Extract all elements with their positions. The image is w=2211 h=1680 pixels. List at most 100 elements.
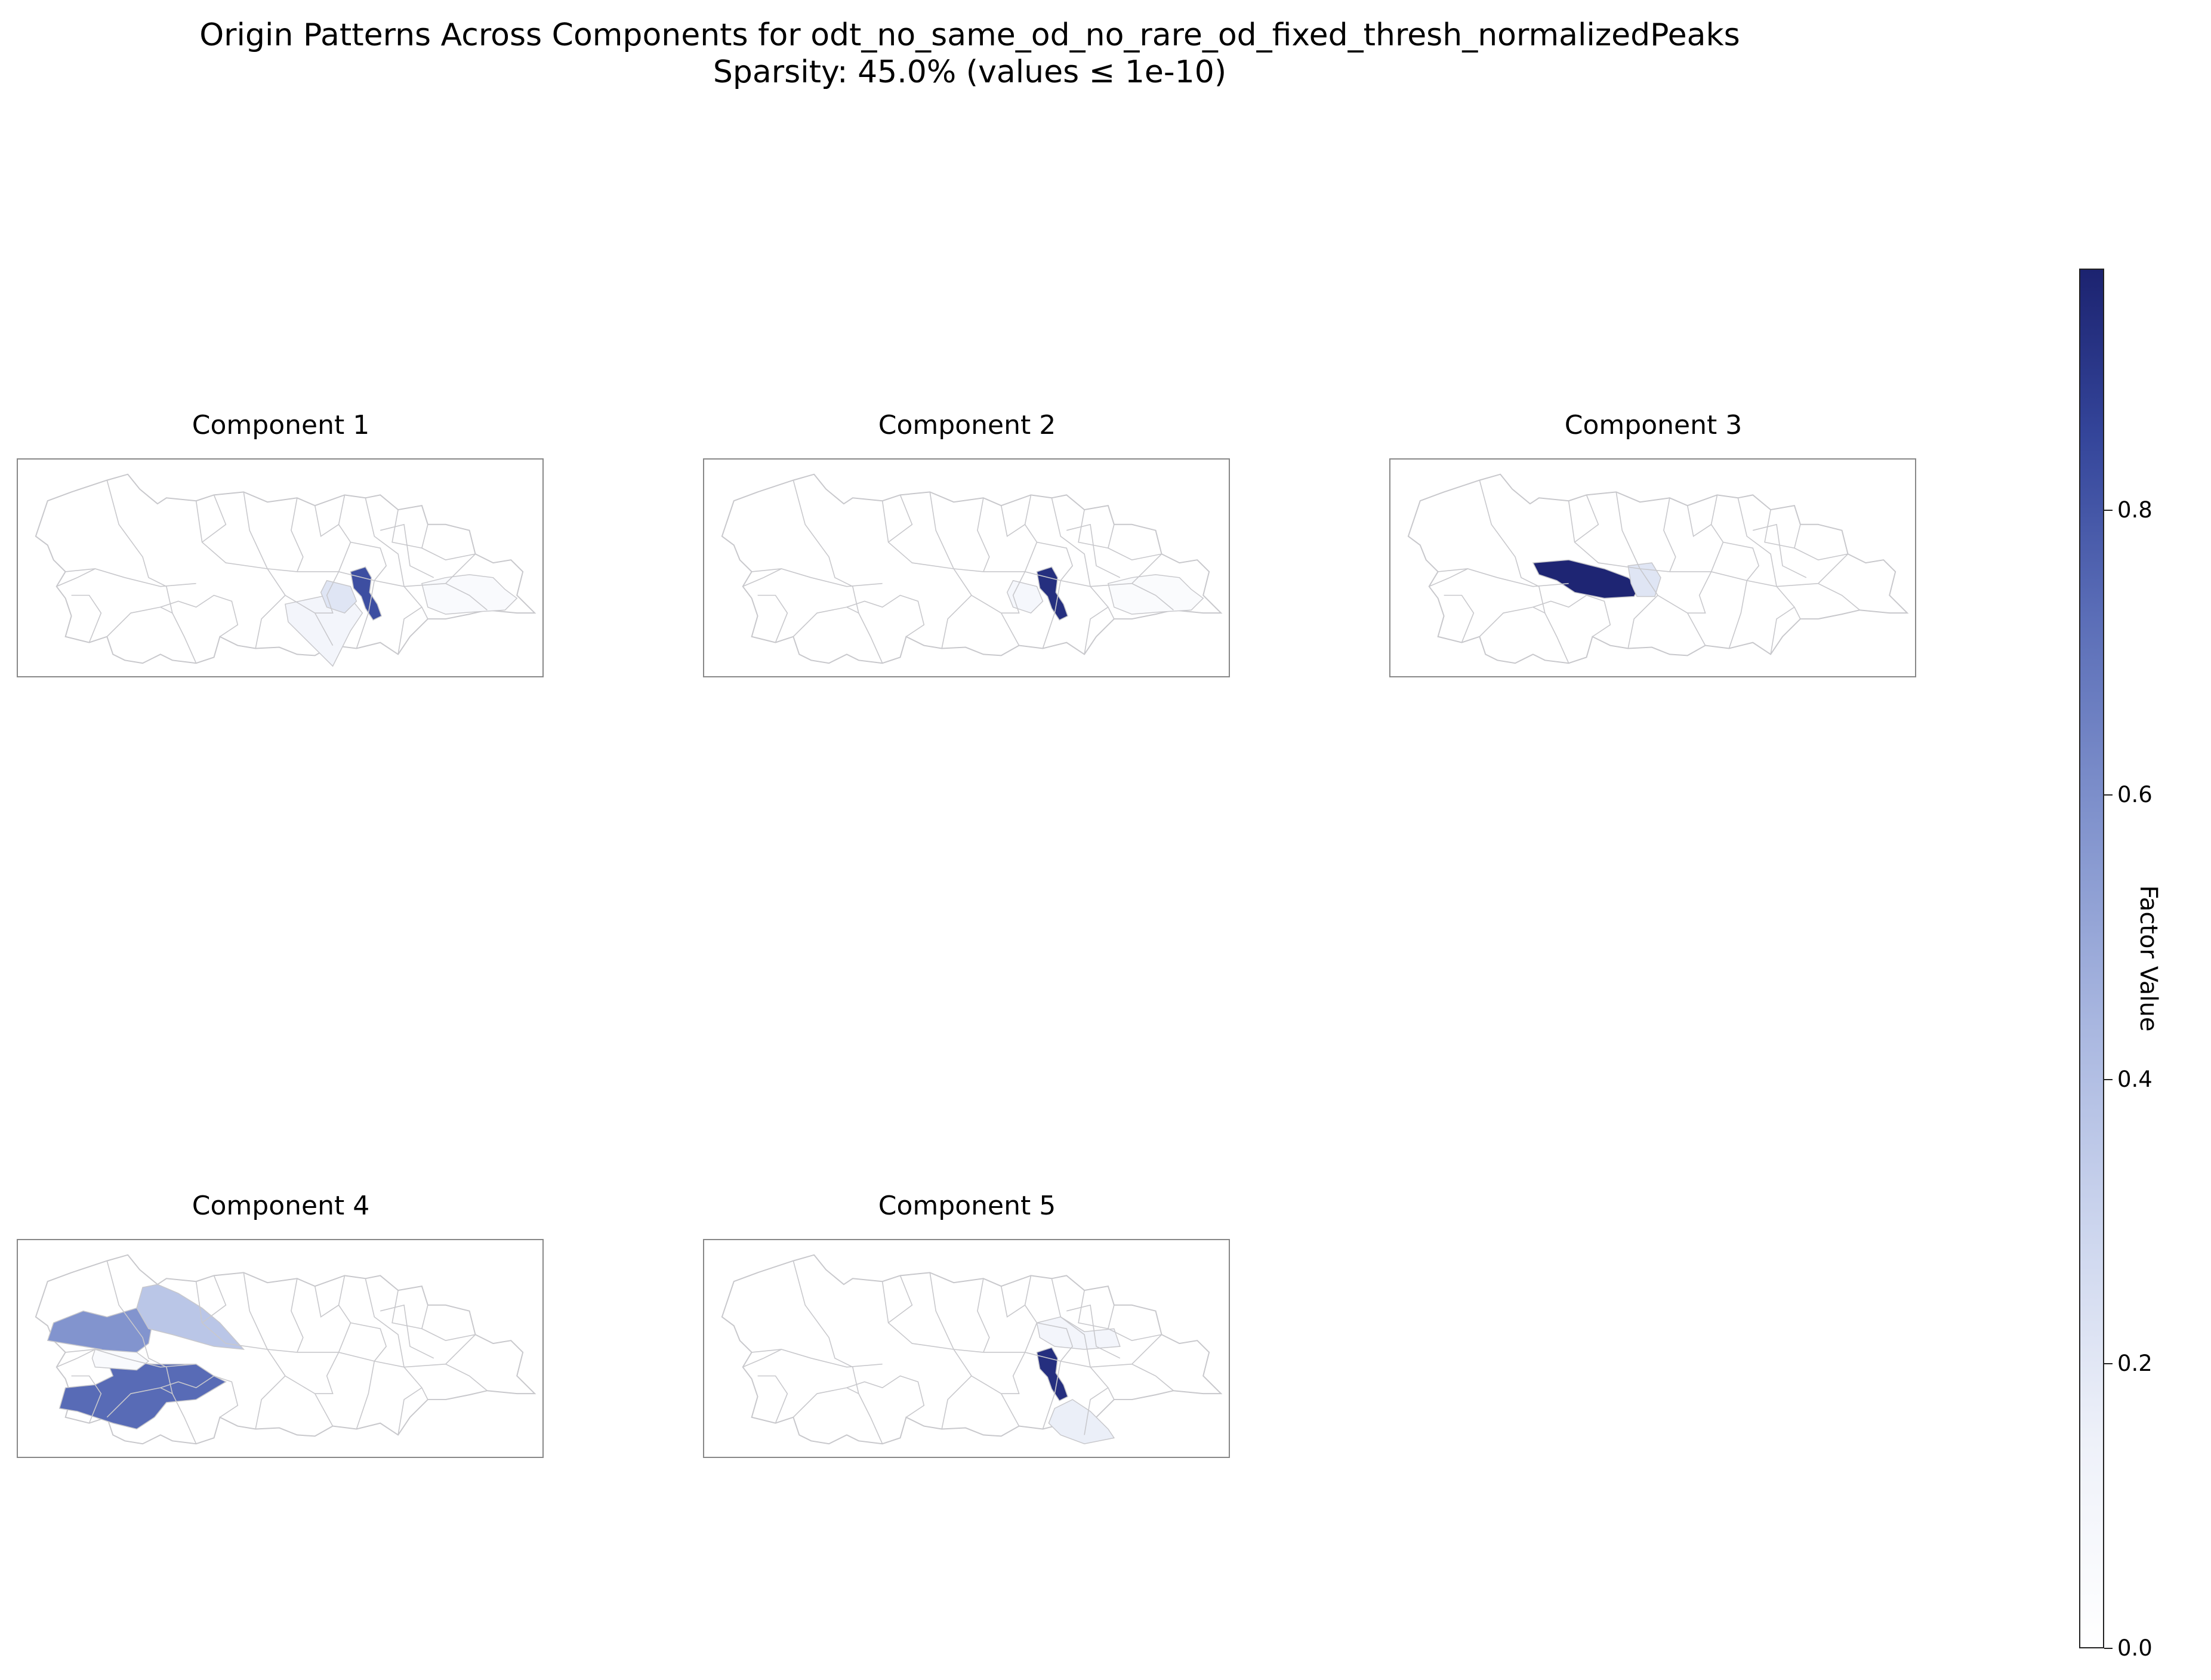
district-border [953,568,1020,646]
district-border [1770,606,1795,655]
district-border [106,1387,173,1418]
figure-title: Origin Patterns Across Components for od… [199,17,1740,53]
panel-title-1: Component 1 [192,410,370,440]
district-border [742,1349,782,1368]
district-border [1723,541,1760,581]
district-border [397,606,423,655]
district-border [338,495,351,572]
district-border [1108,1328,1162,1341]
colorbar-tick-label: 0.2 [2117,1351,2153,1377]
colorbar-label: Factor Value [2135,885,2162,1032]
district-border [106,480,167,587]
district-border [202,1275,227,1324]
district-border [852,586,883,664]
district-north-band [136,1284,245,1350]
district-border [56,1349,95,1368]
district-border [1532,594,1611,637]
district-border [1568,501,1670,572]
district-north-east [1036,1316,1121,1350]
district-border [421,547,476,560]
district-border [380,1304,434,1359]
district-west-pocket [91,1349,150,1371]
map-panel-1 [17,458,544,677]
district-border [1639,568,1706,646]
district-southwest [58,1360,227,1430]
district-border [350,1322,387,1362]
district-border [1051,498,1091,587]
district-border [71,1375,102,1423]
district-border [71,594,102,643]
district-border [365,1278,405,1367]
district-border [888,495,913,543]
district-border [751,568,883,587]
colorbar-tick-label: 0.8 [2117,497,2153,523]
colorbar-tick [2104,1363,2113,1365]
district-border [1000,1286,1025,1318]
district-border [1669,553,1849,587]
map-panel-5 [703,1239,1230,1458]
colorbar-tick-label: 0.4 [2117,1066,2153,1092]
district-border [356,1361,375,1429]
district-border [195,501,297,572]
district-border [291,1278,304,1353]
district-border [243,1272,268,1350]
panel-title-4: Component 4 [192,1191,370,1221]
district-border [792,1260,853,1368]
district-border [1479,480,1540,587]
colorbar-tick [2104,1078,2113,1080]
district-border [757,1375,788,1423]
panel-title-2: Component 2 [878,410,1056,440]
district-border [1687,571,1712,614]
district-border [314,505,339,537]
colorbar-tick [2104,510,2113,511]
district-border [1753,523,1807,578]
district-border [1538,586,1569,664]
district-border [202,495,227,543]
district-border [751,1349,883,1368]
district-border [403,1367,428,1400]
district-border [1084,1387,1109,1435]
district-border [852,1367,883,1444]
district-border [356,580,375,649]
district-border [983,1334,1162,1368]
district-west-center [1532,559,1641,599]
district-border [983,553,1162,587]
district-border [1042,580,1062,649]
district-border [1037,541,1074,581]
district-border [742,568,782,587]
colorbar [2079,269,2104,1648]
district-border [106,1260,167,1368]
district-border [1066,1304,1121,1359]
district-border [267,1349,334,1426]
district-border [1818,583,1860,611]
district-border [338,1275,351,1353]
map-svg-3 [1407,473,1909,664]
district-border [977,498,990,572]
district-border [267,568,334,646]
district-center [1036,566,1069,621]
district-border [380,523,434,578]
district-border [881,1281,983,1353]
district-border [1024,495,1038,572]
district-border [314,1286,339,1318]
district-border [929,1272,954,1350]
district-border [1042,1361,1062,1429]
district-border [255,1375,286,1429]
map-svg-1 [35,473,536,667]
colorbar-tick-label: 0.0 [2117,1635,2153,1661]
district-border [195,1281,297,1353]
district-border [888,1275,913,1324]
district-border [65,568,196,587]
district-border [160,1375,239,1418]
district-border [1444,594,1475,643]
district-border [1686,505,1712,537]
panel-title-5: Component 5 [878,1191,1056,1221]
district-border [291,498,304,572]
district-border [1615,492,1640,569]
district-border [1131,583,1174,611]
district-border [1066,523,1121,578]
district-border [166,586,197,664]
district-border [792,1387,859,1418]
district-border [1000,505,1025,537]
district-border [1663,498,1676,572]
